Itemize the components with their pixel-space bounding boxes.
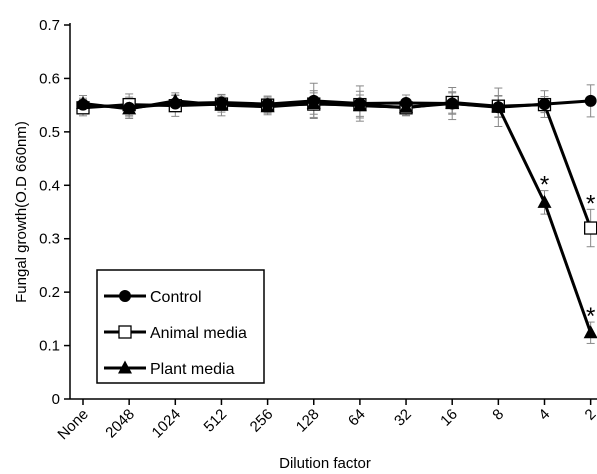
legend-label-control: Control bbox=[150, 289, 202, 306]
data-point-plant-media bbox=[445, 96, 460, 110]
data-point-plant-media bbox=[352, 98, 367, 112]
data-point-plant-media bbox=[306, 96, 321, 110]
data-point-plant-media bbox=[399, 99, 414, 113]
y-axis-title: Fungal growth(O.D 660nm) bbox=[13, 121, 30, 303]
legend-marker-plant-media bbox=[118, 360, 132, 374]
data-point-plant-media bbox=[260, 99, 275, 113]
data-point-animal-media bbox=[584, 221, 597, 235]
series-markers bbox=[76, 93, 597, 339]
x-axis-title: Dilution factor bbox=[279, 455, 371, 472]
data-point-plant-media bbox=[583, 325, 597, 339]
series-lines bbox=[82, 99, 593, 334]
x-tick-label: 256 bbox=[247, 406, 277, 436]
legend-marker-control bbox=[119, 290, 131, 302]
significance-asterisk: * bbox=[586, 303, 595, 330]
x-tick-label: 1024 bbox=[149, 406, 185, 442]
x-tick-label: 4 bbox=[535, 406, 553, 424]
legend: Control Animal media Plant media bbox=[96, 269, 265, 384]
y-axis-ticks: 0 0.1 0.2 0.3 0.4 0.5 0.6 0.7 bbox=[39, 17, 70, 408]
data-point-plant-media bbox=[491, 99, 506, 113]
significance-asterisk: * bbox=[540, 172, 549, 199]
data-point-plant-media bbox=[214, 97, 229, 111]
x-axis-ticks: None 2048 1024 512 256 128 64 32 16 8 4 2 bbox=[54, 399, 597, 443]
data-point-control bbox=[584, 94, 597, 107]
data-point-control bbox=[538, 98, 551, 111]
data-point-plant-media bbox=[122, 101, 137, 115]
significance-asterisk: * bbox=[586, 190, 595, 217]
y-tick-label: 0 bbox=[52, 391, 60, 408]
legend-label-animal-media: Animal media bbox=[150, 325, 247, 342]
legend-label-plant-media: Plant media bbox=[150, 361, 235, 378]
x-tick-label: 64 bbox=[345, 406, 369, 430]
data-point-plant-media bbox=[537, 194, 552, 208]
x-tick-label: 32 bbox=[391, 406, 415, 430]
series-line-animal-media bbox=[82, 100, 593, 229]
y-tick-label: 0.4 bbox=[39, 177, 60, 194]
y-tick-label: 0.7 bbox=[39, 17, 60, 34]
x-tick-label: 2048 bbox=[102, 406, 138, 442]
y-tick-label: 0.6 bbox=[39, 70, 60, 87]
data-point-plant-media bbox=[76, 96, 90, 110]
legend-marker-animal-media bbox=[118, 325, 132, 339]
x-tick-label: None bbox=[54, 406, 91, 443]
y-tick-label: 0.3 bbox=[39, 231, 60, 248]
y-tick-label: 0.5 bbox=[39, 124, 60, 141]
axes bbox=[69, 23, 597, 400]
y-tick-label: 0.2 bbox=[39, 284, 60, 301]
x-tick-label: 16 bbox=[437, 406, 461, 430]
x-tick-label: 2 bbox=[582, 406, 597, 424]
x-tick-label: 512 bbox=[201, 406, 231, 436]
y-tick-label: 0.1 bbox=[39, 338, 60, 355]
significance-annotations: * * * bbox=[540, 172, 595, 330]
data-point-plant-media bbox=[168, 93, 183, 107]
x-tick-label: 8 bbox=[489, 406, 507, 424]
x-tick-label: 128 bbox=[293, 406, 323, 436]
series-line-plant-media bbox=[82, 99, 593, 334]
